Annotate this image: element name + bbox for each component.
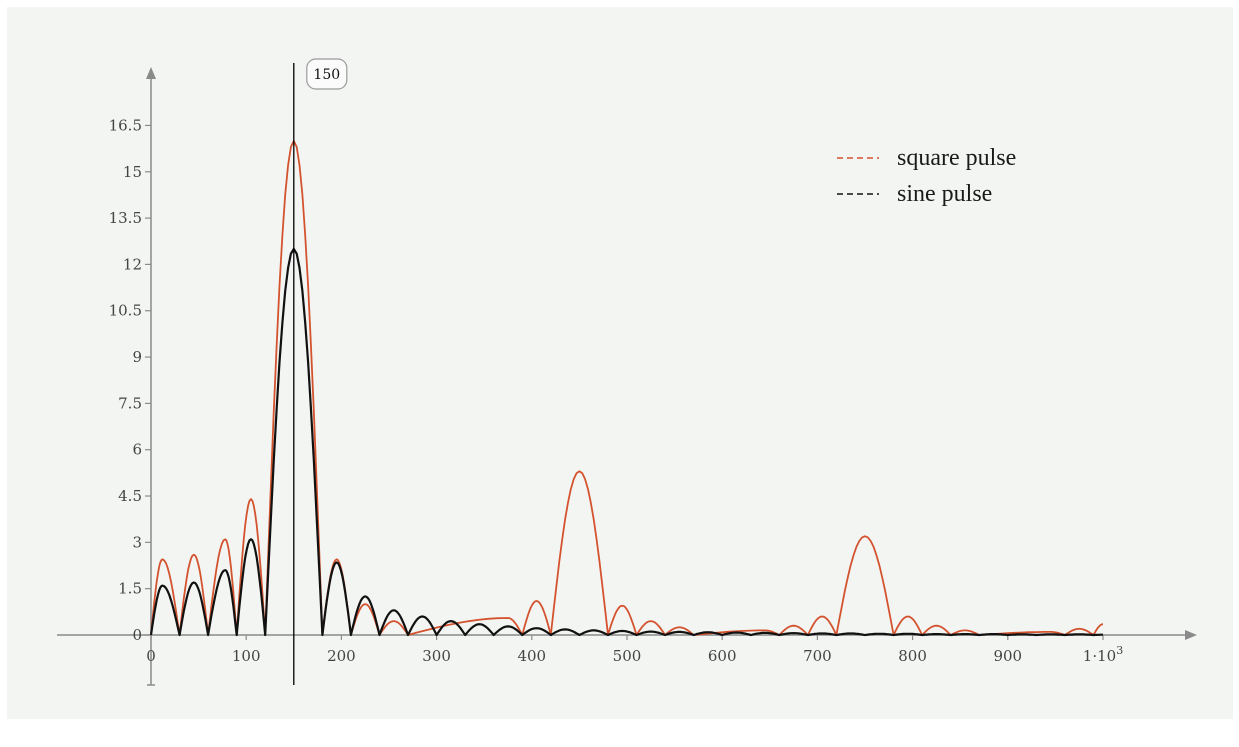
x-tick-label: 400 — [517, 647, 546, 665]
x-tick-label: 1·103 — [1083, 644, 1123, 665]
x-tick-label: 700 — [803, 647, 832, 665]
x-tick-label: 500 — [613, 647, 642, 665]
y-tick-label: 6 — [132, 441, 142, 459]
series-curves — [149, 140, 1104, 637]
series-line-sine-pulse — [149, 247, 1104, 637]
x-axis-arrow-icon — [1185, 630, 1197, 640]
legend-label: square pulse — [897, 145, 1016, 171]
tick-labels: 0 1.5 3 4.5 6 7.5 9 10.5 12 13.5 15 16.5 0 100 200 300 4… — [109, 116, 1124, 665]
y-tick-label: 3 — [132, 533, 142, 551]
y-tick-label: 1.5 — [118, 580, 142, 598]
x-tick-label: 100 — [232, 647, 261, 665]
x-tick-label: 800 — [898, 647, 927, 665]
y-tick-label: 13.5 — [109, 209, 142, 227]
y-tick-label: 16.5 — [109, 116, 142, 134]
marker-label-box[interactable] — [306, 58, 348, 90]
x-tick-label: 900 — [993, 647, 1022, 665]
y-tick-label: 15 — [123, 163, 142, 181]
y-tick-label: 12 — [123, 255, 142, 273]
plot-area: 0 1.5 3 4.5 6 7.5 9 10.5 12 13.5 15 16.5 0 100 200 300 4… — [57, 58, 1197, 686]
x-tick-label: 0 — [146, 647, 156, 665]
x-tick-label: 300 — [422, 647, 451, 665]
y-tick-label: 4.5 — [118, 487, 142, 505]
x-marker[interactable]: 150 — [293, 58, 348, 685]
axes — [57, 67, 1197, 686]
x-tick-label: 200 — [327, 647, 356, 665]
legend: square pulse sine pulse — [837, 145, 1016, 207]
chart-panel: 0 1.5 3 4.5 6 7.5 9 10.5 12 13.5 15 16.5 0 100 200 300 4… — [7, 7, 1233, 719]
x-tick-label: 600 — [708, 647, 737, 665]
y-tick-label: 0 — [132, 626, 142, 644]
legend-label: sine pulse — [897, 181, 992, 207]
y-axis-arrow-icon — [146, 67, 156, 79]
y-tick-label: 10.5 — [109, 302, 142, 320]
marker-label: 150 — [313, 67, 340, 83]
y-tick-label: 7.5 — [118, 394, 142, 412]
y-tick-label: 9 — [132, 348, 142, 366]
